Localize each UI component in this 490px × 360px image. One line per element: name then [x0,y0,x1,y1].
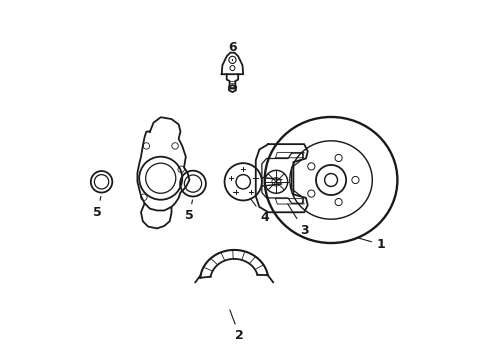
Text: 5: 5 [93,196,101,219]
Text: 5: 5 [185,200,194,222]
Text: 4: 4 [250,198,269,224]
Text: 6: 6 [228,41,237,61]
Text: 2: 2 [230,310,244,342]
Text: 1: 1 [359,238,386,251]
Text: 3: 3 [288,204,309,237]
